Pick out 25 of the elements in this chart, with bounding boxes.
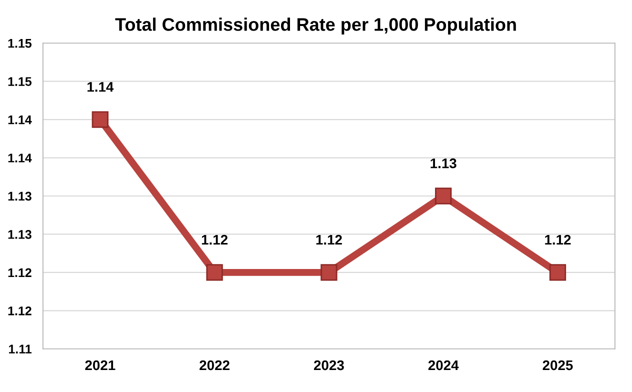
y-tick-label: 1.15 [8, 77, 32, 86]
y-tick-label: 1.11 [9, 344, 32, 354]
y-tick-label: 1.12 [8, 306, 32, 316]
data-label: 1.12 [545, 234, 571, 245]
x-tick-label: 2023 [314, 360, 344, 370]
x-tick-label: 2025 [542, 360, 573, 370]
point [435, 188, 452, 204]
x-tick-label: 2021 [85, 360, 116, 370]
point [549, 264, 566, 281]
data-label: 1.14 [88, 82, 114, 92]
x-tick-label: 2024 [428, 360, 459, 370]
point [320, 264, 338, 281]
data-label: 1.12 [202, 234, 228, 245]
y-tick-label: 1.15 [8, 39, 32, 48]
y-tick-label: 1.13 [8, 192, 32, 201]
x-tick-label: 2022 [200, 360, 230, 370]
point [206, 264, 223, 281]
data-label: 1.13 [430, 158, 456, 168]
chart-title: Total Commissioned Rate per 1,000 Population [115, 18, 516, 34]
y-tick-label: 1.13 [8, 230, 32, 239]
y-tick-label: 1.14 [8, 115, 32, 124]
y-tick-label: 1.14 [8, 154, 32, 162]
data-label: 1.12 [316, 234, 342, 245]
y-tick-label: 1.12 [8, 268, 32, 277]
point [92, 111, 109, 128]
